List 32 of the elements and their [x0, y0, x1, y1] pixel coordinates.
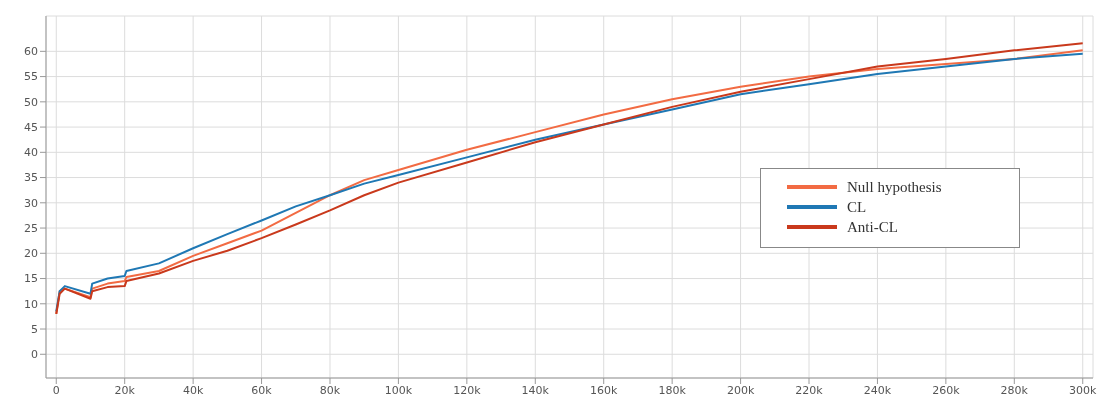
- x-tick-label: 160k: [590, 383, 619, 397]
- x-tick-label: 260k: [932, 383, 961, 397]
- legend-label: Anti-CL: [847, 218, 898, 236]
- legend-label: CL: [847, 198, 867, 216]
- y-tick-label: 60: [24, 45, 38, 59]
- x-tick-label: 40k: [182, 383, 204, 397]
- y-tick-label: 15: [24, 272, 38, 286]
- x-tick-label: 220k: [795, 383, 824, 397]
- y-tick-label: 30: [24, 196, 38, 210]
- x-tick-label: 240k: [863, 383, 892, 397]
- y-tick-label: 10: [24, 297, 38, 311]
- y-tick-label: 0: [31, 348, 38, 362]
- y-tick-label: 5: [31, 322, 38, 336]
- x-tick-label: 120k: [453, 383, 482, 397]
- x-tick-label: 300k: [1069, 383, 1098, 397]
- y-tick-label: 40: [24, 146, 38, 160]
- y-tick-label: 20: [24, 247, 38, 261]
- x-tick-label: 80k: [319, 383, 341, 397]
- x-tick-label: 280k: [1000, 383, 1029, 397]
- x-tick-label: 200k: [726, 383, 755, 397]
- legend-label: Null hypothesis: [847, 178, 942, 196]
- x-tick-label: 180k: [658, 383, 687, 397]
- y-tick-label: 35: [24, 171, 38, 185]
- y-tick-label: 25: [24, 221, 38, 235]
- x-tick-label: 60k: [251, 383, 273, 397]
- x-tick-label: 100k: [384, 383, 413, 397]
- y-tick-label: 55: [24, 70, 38, 84]
- x-tick-label: 140k: [521, 383, 550, 397]
- y-tick-label: 45: [24, 120, 38, 134]
- x-tick-label: 20k: [114, 383, 136, 397]
- x-tick-label: 0: [52, 383, 60, 397]
- y-tick-label: 50: [24, 95, 38, 109]
